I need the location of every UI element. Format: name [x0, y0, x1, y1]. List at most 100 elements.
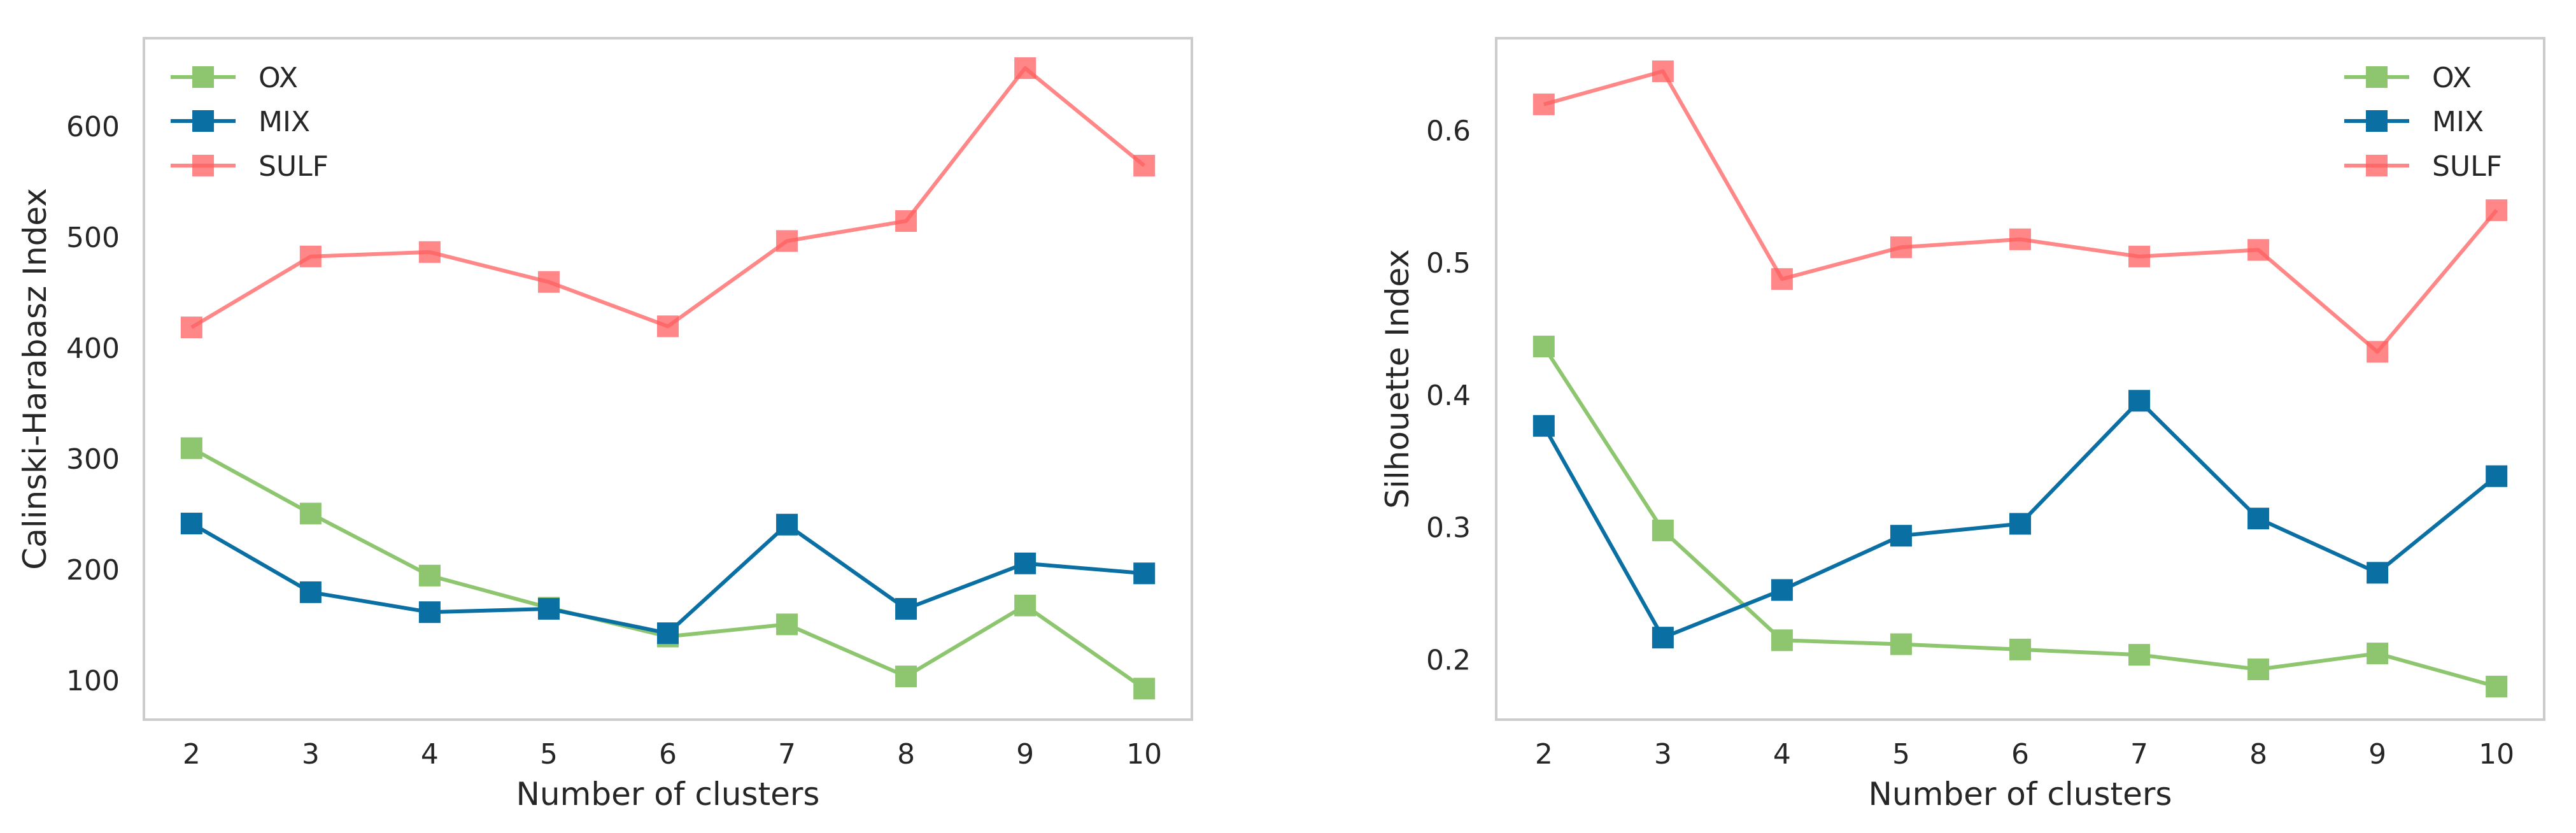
- y-tick-label: 0.6: [1426, 115, 1471, 147]
- data-point-mix: [1652, 627, 1674, 649]
- legend-entry-ox: OX: [171, 62, 298, 94]
- y-tick-label: 600: [66, 111, 120, 143]
- data-point-sulf: [1133, 155, 1156, 177]
- x-tick-label: 5: [1892, 738, 1910, 771]
- legend: OX MIX SULF: [171, 62, 329, 183]
- series-lines: [180, 57, 1156, 700]
- data-point-sulf: [180, 317, 202, 339]
- data-point-sulf: [1890, 236, 1912, 259]
- data-point-mix: [776, 513, 798, 536]
- legend-label-ox: OX: [258, 62, 298, 94]
- x-tick-label: 4: [421, 738, 439, 771]
- data-point-mix: [895, 598, 917, 620]
- data-point-sulf: [418, 241, 441, 263]
- legend: OX MIX SULF: [2344, 62, 2502, 183]
- series-line-sulf: [190, 66, 1146, 329]
- x-tick-label: 10: [1126, 738, 1162, 771]
- data-point-mix: [2367, 562, 2389, 584]
- data-point-mix: [2486, 465, 2508, 487]
- legend-marker-sulf: [2366, 155, 2388, 176]
- x-tick-labels: 2 3 4 5 6 7 8 9 10: [1535, 738, 2514, 771]
- data-point-sulf: [1014, 57, 1037, 79]
- data-point-mix: [2009, 513, 2031, 535]
- data-point-mix: [1532, 415, 1555, 437]
- data-point-sulf: [895, 210, 917, 232]
- x-axis-label: Number of clusters: [1869, 776, 2172, 813]
- x-axis-label: Number of clusters: [516, 776, 820, 813]
- series-mix: [1532, 390, 2508, 649]
- calinski-harabasz-chart: 100 200 300 400 500 600 2 3 4 5 6 7 8 9 10 Number of …: [17, 37, 1193, 813]
- data-point-sulf: [537, 271, 560, 293]
- data-point-sulf: [2128, 245, 2151, 267]
- data-point-mix: [1133, 562, 1156, 585]
- x-tick-label: 8: [2249, 738, 2267, 771]
- legend-marker-sulf: [192, 155, 214, 176]
- data-point-sulf: [1652, 60, 1674, 82]
- y-tick-label: 100: [66, 665, 120, 697]
- y-tick-label: 0.4: [1426, 380, 1471, 412]
- x-tick-label: 7: [778, 738, 796, 771]
- data-point-ox: [1652, 519, 1674, 541]
- data-point-ox: [1133, 678, 1156, 700]
- x-tick-label: 6: [659, 738, 677, 771]
- x-tick-label: 2: [183, 738, 201, 771]
- y-tick-labels: 100 200 300 400 500 600: [66, 111, 120, 697]
- data-point-ox: [418, 564, 441, 587]
- legend-label-ox: OX: [2432, 62, 2472, 94]
- data-point-sulf: [2367, 341, 2389, 363]
- y-tick-label: 0.2: [1426, 644, 1471, 677]
- series-line-sulf: [1543, 69, 2498, 354]
- y-axis-label: Calinski-Harabasz Index: [17, 188, 53, 570]
- data-point-sulf: [2247, 239, 2270, 261]
- data-point-ox: [776, 613, 798, 636]
- data-point-mix: [1014, 552, 1037, 574]
- series-line-ox: [190, 446, 1145, 690]
- y-tick-labels: 0.2 0.3 0.4 0.5 0.6: [1426, 115, 1471, 676]
- data-point-sulf: [1771, 268, 1793, 290]
- data-point-sulf: [2009, 228, 2031, 250]
- x-tick-label: 3: [302, 738, 320, 771]
- x-tick-label: 2: [1535, 738, 1553, 771]
- data-point-mix: [537, 598, 560, 620]
- x-tick-label: 3: [1654, 738, 1672, 771]
- legend-marker-ox: [192, 66, 214, 88]
- legend-marker-mix: [192, 110, 214, 132]
- series-mix: [180, 513, 1156, 644]
- legend-entry-sulf: SULF: [171, 150, 329, 183]
- data-point-ox: [895, 666, 917, 688]
- data-point-sulf: [776, 230, 798, 252]
- series-sulf: [180, 57, 1156, 339]
- series-line-mix: [190, 522, 1145, 636]
- series-lines: [1532, 60, 2508, 698]
- y-tick-label: 0.5: [1426, 247, 1471, 280]
- data-point-sulf: [299, 245, 322, 267]
- x-tick-label: 8: [897, 738, 915, 771]
- legend-label-sulf: SULF: [2432, 150, 2502, 183]
- x-tick-label: 7: [2130, 738, 2148, 771]
- plot-frame: [143, 37, 1193, 721]
- data-point-sulf: [657, 315, 679, 338]
- data-point-mix: [1771, 579, 1793, 601]
- x-tick-label: 5: [540, 738, 558, 771]
- data-point-ox: [299, 502, 322, 525]
- legend-marker-mix: [2366, 110, 2388, 132]
- data-point-ox: [1532, 336, 1555, 358]
- legend-label-mix: MIX: [2432, 106, 2484, 138]
- data-point-ox: [180, 437, 202, 459]
- x-tick-label: 6: [2011, 738, 2029, 771]
- legend-entry-mix: MIX: [171, 106, 310, 138]
- data-point-mix: [1890, 525, 1912, 547]
- data-point-ox: [2247, 659, 2270, 681]
- data-point-sulf: [1532, 93, 1555, 115]
- y-tick-label: 200: [66, 554, 120, 587]
- y-tick-label: 400: [66, 332, 120, 365]
- x-tick-label: 4: [1773, 738, 1791, 771]
- data-point-ox: [1890, 633, 1912, 655]
- series-sulf: [1532, 60, 2508, 363]
- legend-entry-sulf: SULF: [2344, 150, 2502, 183]
- data-point-mix: [657, 622, 679, 644]
- data-point-mix: [299, 581, 322, 603]
- data-point-mix: [418, 601, 441, 623]
- data-point-mix: [2128, 390, 2151, 412]
